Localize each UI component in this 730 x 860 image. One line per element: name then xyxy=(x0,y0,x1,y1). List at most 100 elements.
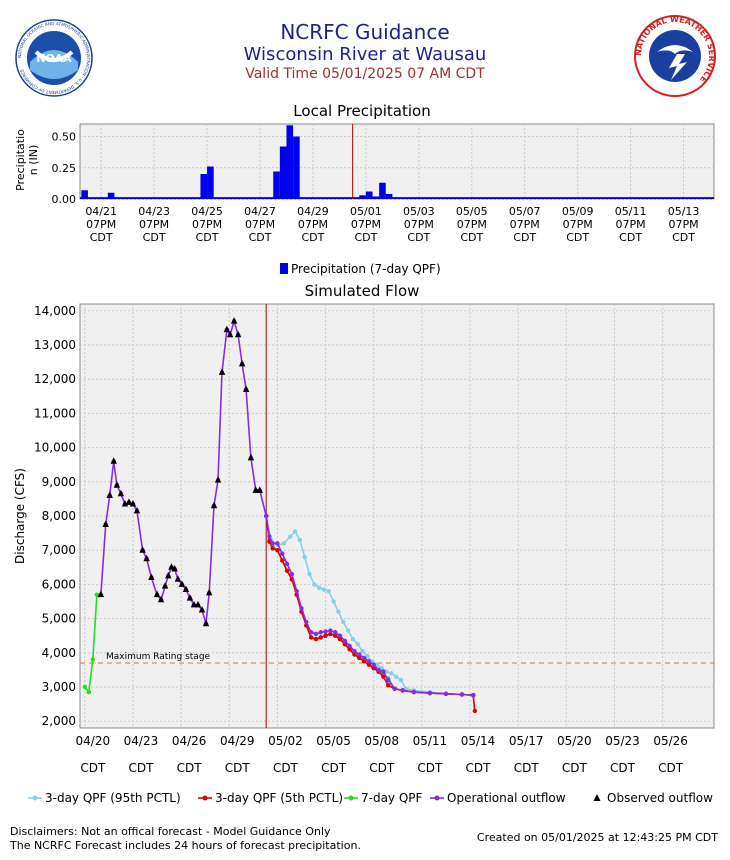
series-point-3-day-qpf-95th-pctl xyxy=(384,669,389,674)
series-point-operational-outflow xyxy=(294,589,299,594)
precip-y-axis-label-line-1: Precipitatio xyxy=(14,129,27,191)
precip-x-tick-label: CDT xyxy=(460,231,483,244)
series-point-observed-outflow xyxy=(174,575,182,582)
precip-bar xyxy=(379,182,386,199)
series-point-observed-outflow xyxy=(178,580,186,587)
series-point-7-day-qpf xyxy=(94,592,100,597)
precip-bar xyxy=(107,192,115,199)
flow-x-tick-tz: CDT xyxy=(514,761,540,775)
flow-x-tick-tz: CDT xyxy=(417,761,443,775)
precip-bar xyxy=(365,191,373,199)
flow-x-tick-tz: CDT xyxy=(466,761,492,775)
flow-x-tick-tz: CDT xyxy=(658,761,684,775)
series-point-3-day-qpf-95th-pctl xyxy=(341,619,346,625)
flow-x-tick-tz: CDT xyxy=(610,761,636,775)
series-point-observed-outflow xyxy=(182,585,190,593)
series-point-operational-outflow xyxy=(304,619,309,625)
precip-legend-swatch xyxy=(280,263,288,274)
precip-plot-background xyxy=(79,123,715,200)
series-point-3-day-qpf-95th-pctl xyxy=(389,671,394,676)
series-point-3-day-qpf-95th-pctl xyxy=(302,554,307,560)
precip-bar xyxy=(81,190,88,199)
series-point-3-day-qpf-5th-pctl xyxy=(472,708,478,714)
flow-y-tick-label: 14,000 xyxy=(34,304,76,318)
series-point-3-day-qpf-95th-pctl xyxy=(331,599,336,604)
flow-y-tick-label: 11,000 xyxy=(34,406,76,420)
series-line-3-day-qpf-95th-pctl xyxy=(265,515,474,696)
legend-marker-0 xyxy=(32,795,38,801)
precip-x-tick-label: 04/29 xyxy=(297,205,329,218)
series-point-3-day-qpf-5th-pctl xyxy=(270,546,275,551)
flow-x-tick-tz: CDT xyxy=(128,761,154,775)
series-point-operational-outflow xyxy=(337,633,343,638)
precip-bar xyxy=(372,196,380,199)
flow-x-tick-tz: CDT xyxy=(225,761,251,775)
nws-logo-disc xyxy=(649,30,701,82)
precip-legend-label: Precipitation (7-day QPF) xyxy=(291,262,441,276)
series-point-3-day-qpf-5th-pctl xyxy=(357,655,362,661)
series-point-operational-outflow xyxy=(270,541,275,546)
series-point-observed-outflow xyxy=(161,582,169,589)
series-point-observed-outflow xyxy=(106,491,113,498)
flow-x-tick-label: 05/17 xyxy=(509,734,544,748)
flow-x-tick-label: 05/05 xyxy=(316,734,351,748)
precip-bar xyxy=(273,171,280,199)
precip-x-tick-label: CDT xyxy=(143,231,166,244)
precip-legend: Precipitation (7-day QPF) xyxy=(280,262,441,276)
precip-x-tick-label: 07PM xyxy=(457,218,487,231)
series-point-operational-outflow xyxy=(361,655,367,661)
nws-logo: NATIONAL WEATHER SERVICE xyxy=(634,15,716,97)
precip-x-tick-label: 05/03 xyxy=(403,205,435,218)
precip-baseline-bar xyxy=(80,197,714,199)
series-point-3-day-qpf-5th-pctl xyxy=(323,633,328,638)
series-point-observed-outflow xyxy=(238,359,246,367)
precip-x-tick-label: 05/09 xyxy=(562,205,594,218)
series-point-3-day-qpf-5th-pctl xyxy=(347,647,352,652)
series-point-operational-outflow xyxy=(385,677,391,683)
series-point-operational-outflow xyxy=(366,659,372,664)
precip-y-tick-label: 0.00 xyxy=(52,193,77,206)
series-point-operational-outflow xyxy=(392,686,397,691)
series-point-3-day-qpf-5th-pctl xyxy=(280,558,285,563)
precip-x-tick-label: CDT xyxy=(354,231,377,244)
nws-logo-lightning-icon xyxy=(669,54,687,80)
series-point-observed-outflow xyxy=(230,317,238,324)
max-rating-label: Maximum Rating stage xyxy=(106,652,211,662)
series-point-observed-outflow xyxy=(234,330,242,338)
precip-bar xyxy=(187,197,194,199)
precip-bar xyxy=(359,195,366,199)
precip-x-tick-label: 07PM xyxy=(510,218,540,231)
precip-y-axis-label: Precipitation (IN) xyxy=(14,129,40,191)
series-point-3-day-qpf-95th-pctl xyxy=(316,585,322,591)
series-point-3-day-qpf-5th-pctl xyxy=(352,652,357,657)
series-point-3-day-qpf-95th-pctl xyxy=(307,571,312,577)
series-point-operational-outflow xyxy=(263,513,269,519)
series-point-observed-outflow xyxy=(202,619,210,627)
series-point-3-day-qpf-95th-pctl xyxy=(345,628,351,633)
series-point-3-day-qpf-95th-pctl xyxy=(360,648,365,654)
legend-label: 3-day QPF (5th PCTL) xyxy=(215,791,343,805)
precip-x-tick-label: 05/01 xyxy=(350,205,382,218)
series-point-operational-outflow xyxy=(275,541,280,546)
series-point-observed-outflow xyxy=(110,457,117,464)
flow-y-tick-label: 5,000 xyxy=(42,612,76,626)
series-point-observed-outflow xyxy=(190,600,198,608)
series-point-observed-outflow xyxy=(252,486,259,493)
series-point-3-day-qpf-95th-pctl xyxy=(292,529,298,534)
series-point-3-day-qpf-95th-pctl xyxy=(326,589,331,594)
precip-x-tick-label: 04/27 xyxy=(244,205,276,218)
flow-x-tick-label: 05/20 xyxy=(557,734,592,748)
precip-x-tick-label: 07PM xyxy=(139,218,169,231)
flow-y-axis-label: Discharge (CFS) xyxy=(13,468,27,564)
series-point-operational-outflow xyxy=(459,692,465,697)
series-point-3-day-qpf-95th-pctl xyxy=(321,587,327,592)
flow-x-tick-tz: CDT xyxy=(273,761,299,775)
disclaimer-line-2: The NCRFC Forecast includes 24 hours of … xyxy=(10,839,361,852)
precip-x-tick-label: CDT xyxy=(249,231,272,244)
series-point-3-day-qpf-5th-pctl xyxy=(385,683,391,688)
precip-x-tick-label: 07PM xyxy=(351,218,381,231)
series-point-observed-outflow xyxy=(121,500,129,507)
precip-y-tick-label: 0.25 xyxy=(52,162,77,175)
flow-y-tick-label: 12,000 xyxy=(34,372,76,386)
series-point-3-day-qpf-95th-pctl xyxy=(398,677,404,683)
